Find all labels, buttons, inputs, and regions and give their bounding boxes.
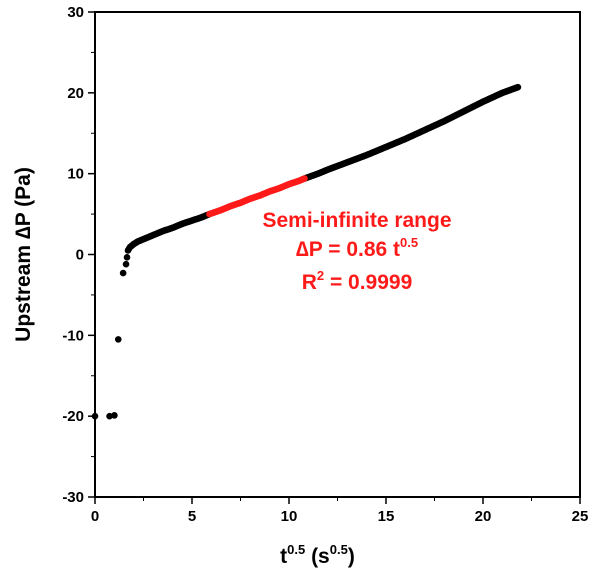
y-tick-label: 30 (67, 4, 84, 21)
x-tick-label: 0 (91, 508, 99, 525)
annotation-line2-prefix: ∆P = 0.86 t (296, 238, 400, 261)
x-axis-title-base: t (280, 545, 287, 568)
y-tick-label: -30 (62, 489, 84, 506)
y-axis-title: Upstream ∆P (Pa) (12, 167, 35, 342)
x-tick-label: 5 (188, 508, 196, 525)
x-axis-title-unit-open: (s (305, 545, 330, 568)
data-point (91, 412, 99, 420)
x-tick-label: 20 (475, 508, 492, 525)
annotation-line3-suffix: = 0.9999 (324, 271, 412, 294)
data-points (91, 83, 522, 420)
x-tick-label: 25 (572, 508, 589, 525)
data-point (111, 412, 118, 419)
annotation-line3-sup: 2 (317, 268, 324, 283)
y-tick-label: 20 (67, 85, 84, 102)
data-point (119, 269, 127, 277)
y-tick-label: 0 (76, 247, 84, 264)
fit-point (301, 175, 308, 182)
data-point (106, 412, 113, 420)
annotation-line3: R2 = 0.9999 (302, 268, 413, 294)
x-tick-label: 15 (378, 508, 395, 525)
x-axis-title-unit-sup: 0.5 (330, 542, 348, 557)
data-point-fill (123, 254, 131, 261)
annotation-line2: ∆P = 0.86 t0.5 (296, 235, 418, 261)
annotation-line1: Semi-infinite range (262, 209, 451, 232)
data-point (114, 336, 122, 343)
annotation-line3-prefix: R (302, 271, 317, 294)
axis-ticks (88, 11, 581, 504)
x-axis-title-base-sup: 0.5 (287, 542, 305, 557)
y-tick-label: -10 (62, 327, 84, 344)
x-tick-label: 10 (281, 508, 298, 525)
axis-tick-labels: 0 5 10 15 20 25 -30 -20 -10 0 10 20 30 (62, 4, 588, 525)
annotation-line2-sup: 0.5 (400, 235, 418, 250)
x-axis-title-unit-close: ) (348, 545, 355, 568)
x-axis-title: t0.5 (s0.5) (280, 542, 355, 568)
y-tick-label: 10 (67, 166, 84, 183)
data-point (122, 260, 130, 268)
data-point (514, 83, 522, 91)
y-tick-label: -20 (62, 408, 84, 425)
